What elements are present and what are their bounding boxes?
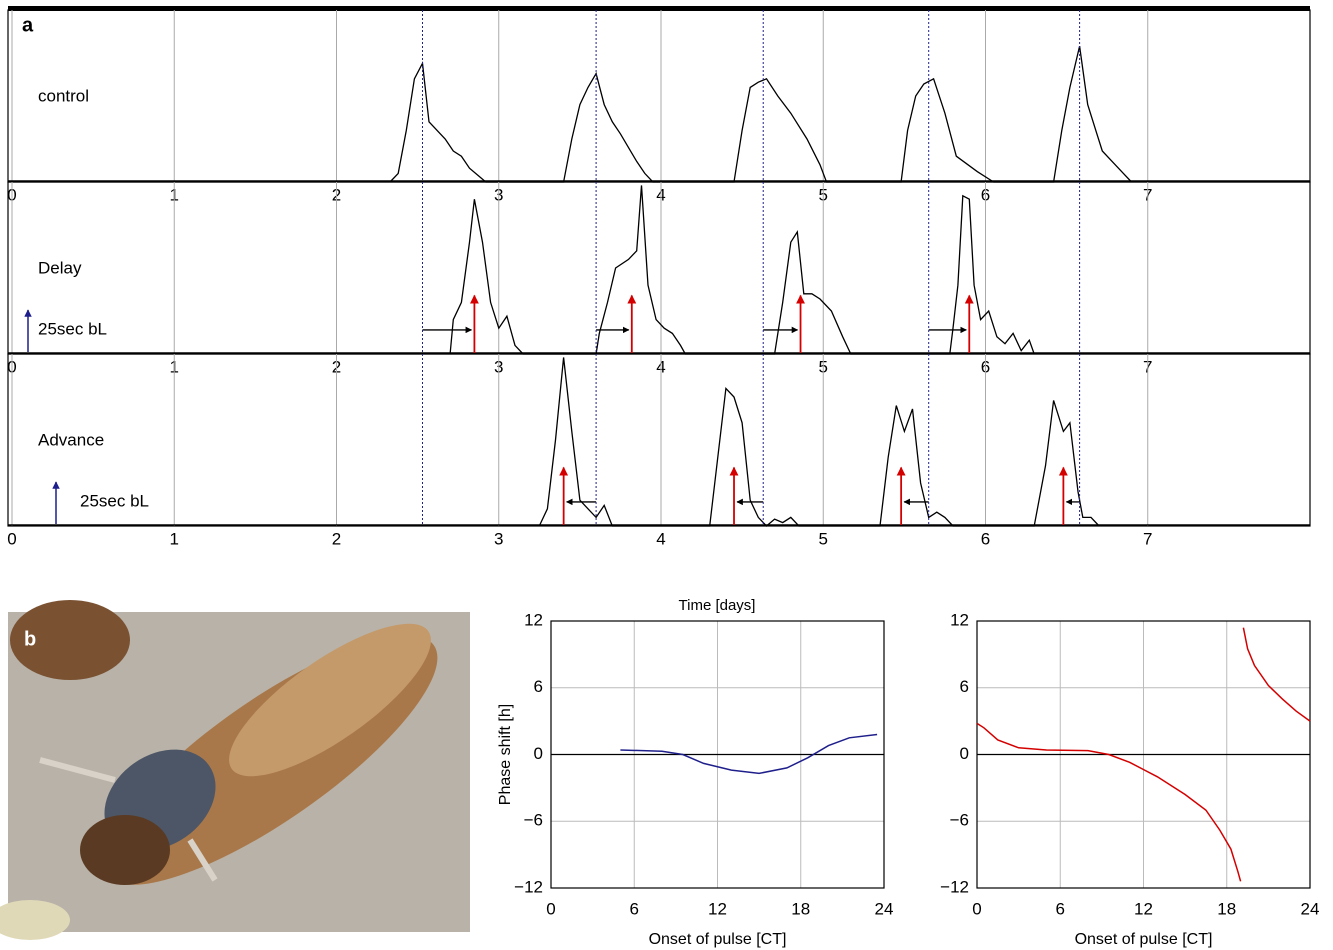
y-tick-label: 6	[960, 677, 969, 696]
x-tick-label: 4	[656, 529, 665, 548]
activity-trace	[389, 45, 1132, 183]
x-tick-label: 0	[972, 899, 981, 918]
axes-frame	[7, 181, 1311, 355]
activity-trace	[449, 185, 1035, 355]
annotation: 25sec bL	[38, 319, 107, 338]
axes-frame	[7, 9, 1311, 183]
panel-label: b	[24, 628, 36, 650]
x-axis-label: Onset of pulse [CT]	[1075, 931, 1213, 948]
x-tick-label: 6	[630, 899, 639, 918]
axes-frame	[976, 620, 1311, 889]
x-tick-label: 24	[875, 899, 894, 918]
y-tick-label: −12	[940, 877, 969, 896]
top-rule	[8, 6, 1310, 11]
x-axis-label: Time [days]	[679, 597, 756, 614]
row-label: Delay	[38, 258, 82, 277]
response-curve	[620, 733, 878, 775]
axes-frame	[7, 353, 1311, 527]
x-tick-label: 6	[1056, 899, 1065, 918]
x-tick-label: 2	[332, 529, 341, 548]
x-tick-label: 24	[1301, 899, 1320, 918]
x-tick-label: 0	[546, 899, 555, 918]
x-tick-label: 6	[981, 529, 990, 548]
response-curve	[976, 627, 1311, 882]
axes-frame	[550, 620, 885, 889]
y-tick-label: 6	[534, 677, 543, 696]
y-tick-label: −12	[514, 877, 543, 896]
y-tick-label: −6	[524, 811, 543, 830]
x-tick-label: 1	[170, 529, 179, 548]
y-tick-label: −6	[950, 811, 969, 830]
x-tick-label: 12	[708, 899, 727, 918]
panel-label: a	[22, 14, 34, 36]
x-tick-label: 0	[7, 529, 16, 548]
photo	[0, 600, 470, 940]
x-tick-label: 18	[1217, 899, 1236, 918]
y-tick-label: 0	[534, 744, 543, 763]
row-label: control	[38, 86, 89, 105]
x-tick-label: 12	[1134, 899, 1153, 918]
x-tick-label: 5	[819, 529, 828, 548]
y-tick-label: 12	[950, 610, 969, 629]
x-tick-label: 3	[494, 529, 503, 548]
y-tick-label: 12	[524, 610, 543, 629]
annotation: 25sec bL	[80, 491, 149, 510]
activity-trace	[538, 357, 1100, 527]
row-label: Advance	[38, 430, 104, 449]
y-axis-label: Phase shift [h]	[497, 704, 514, 805]
x-axis-label: Onset of pulse [CT]	[649, 931, 787, 948]
x-tick-label: 18	[791, 899, 810, 918]
x-tick-label: 7	[1143, 529, 1152, 548]
y-tick-label: 0	[960, 744, 969, 763]
